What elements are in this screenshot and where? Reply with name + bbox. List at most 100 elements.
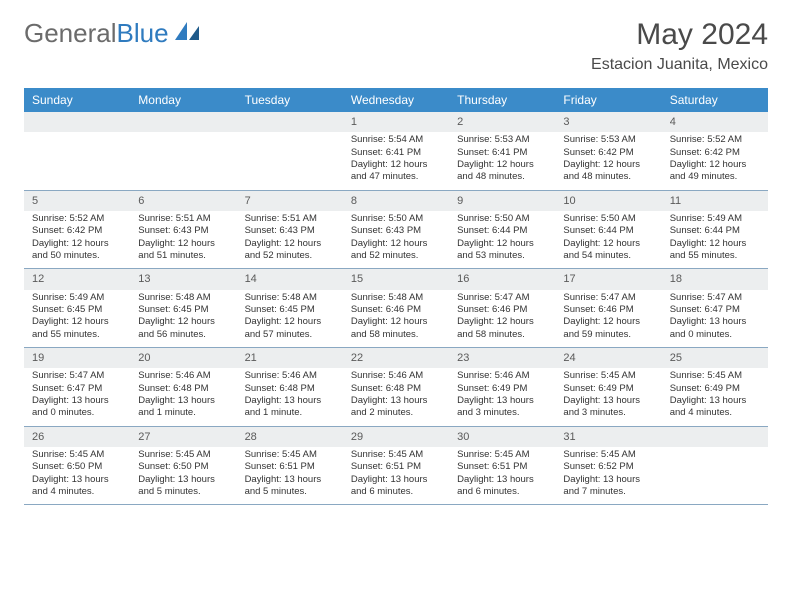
sunset-text: Sunset: 6:43 PM [245, 225, 335, 237]
sunset-text: Sunset: 6:49 PM [457, 383, 547, 395]
logo-text-blue: Blue [117, 18, 169, 49]
day-number [237, 112, 343, 132]
sunset-text: Sunset: 6:46 PM [563, 304, 653, 316]
daylight-text: Daylight: 13 hours and 1 minute. [138, 395, 228, 420]
sunrise-text: Sunrise: 5:47 AM [563, 292, 653, 304]
day-details: Sunrise: 5:45 AMSunset: 6:50 PMDaylight:… [24, 447, 130, 504]
day-number: 24 [555, 348, 661, 368]
day-number: 9 [449, 191, 555, 211]
day-number: 28 [237, 427, 343, 447]
sunset-text: Sunset: 6:45 PM [138, 304, 228, 316]
day-cell: 20Sunrise: 5:46 AMSunset: 6:48 PMDayligh… [130, 348, 236, 426]
day-number [130, 112, 236, 132]
day-cell: 29Sunrise: 5:45 AMSunset: 6:51 PMDayligh… [343, 427, 449, 505]
day-cell: 31Sunrise: 5:45 AMSunset: 6:52 PMDayligh… [555, 427, 661, 505]
day-number: 6 [130, 191, 236, 211]
sunset-text: Sunset: 6:46 PM [457, 304, 547, 316]
daylight-text: Daylight: 13 hours and 5 minutes. [245, 474, 335, 499]
sunset-text: Sunset: 6:50 PM [138, 461, 228, 473]
day-number: 8 [343, 191, 449, 211]
logo-text-gray: General [24, 18, 117, 49]
day-cell: 19Sunrise: 5:47 AMSunset: 6:47 PMDayligh… [24, 348, 130, 426]
sunset-text: Sunset: 6:49 PM [563, 383, 653, 395]
day-cell: 30Sunrise: 5:45 AMSunset: 6:51 PMDayligh… [449, 427, 555, 505]
day-details: Sunrise: 5:53 AMSunset: 6:42 PMDaylight:… [555, 132, 661, 189]
day-details: Sunrise: 5:45 AMSunset: 6:49 PMDaylight:… [662, 368, 768, 425]
day-details: Sunrise: 5:45 AMSunset: 6:49 PMDaylight:… [555, 368, 661, 425]
day-details: Sunrise: 5:45 AMSunset: 6:51 PMDaylight:… [343, 447, 449, 504]
sunrise-text: Sunrise: 5:48 AM [245, 292, 335, 304]
day-cell: 26Sunrise: 5:45 AMSunset: 6:50 PMDayligh… [24, 427, 130, 505]
sunrise-text: Sunrise: 5:45 AM [138, 449, 228, 461]
week-row: 19Sunrise: 5:47 AMSunset: 6:47 PMDayligh… [24, 348, 768, 427]
day-details: Sunrise: 5:47 AMSunset: 6:47 PMDaylight:… [24, 368, 130, 425]
day-cell: 24Sunrise: 5:45 AMSunset: 6:49 PMDayligh… [555, 348, 661, 426]
daylight-text: Daylight: 12 hours and 51 minutes. [138, 238, 228, 263]
weekday-mon: Monday [130, 88, 236, 112]
day-cell: 10Sunrise: 5:50 AMSunset: 6:44 PMDayligh… [555, 191, 661, 269]
day-number: 20 [130, 348, 236, 368]
sunset-text: Sunset: 6:45 PM [32, 304, 122, 316]
weekday-tue: Tuesday [237, 88, 343, 112]
day-details: Sunrise: 5:47 AMSunset: 6:46 PMDaylight:… [555, 290, 661, 347]
day-details: Sunrise: 5:53 AMSunset: 6:41 PMDaylight:… [449, 132, 555, 189]
sunrise-text: Sunrise: 5:45 AM [457, 449, 547, 461]
day-number: 21 [237, 348, 343, 368]
sunrise-text: Sunrise: 5:52 AM [32, 213, 122, 225]
sunset-text: Sunset: 6:44 PM [563, 225, 653, 237]
day-cell: 17Sunrise: 5:47 AMSunset: 6:46 PMDayligh… [555, 269, 661, 347]
day-cell: 3Sunrise: 5:53 AMSunset: 6:42 PMDaylight… [555, 112, 661, 190]
day-details: Sunrise: 5:46 AMSunset: 6:48 PMDaylight:… [343, 368, 449, 425]
day-cell: 13Sunrise: 5:48 AMSunset: 6:45 PMDayligh… [130, 269, 236, 347]
day-details: Sunrise: 5:45 AMSunset: 6:50 PMDaylight:… [130, 447, 236, 504]
day-cell: 7Sunrise: 5:51 AMSunset: 6:43 PMDaylight… [237, 191, 343, 269]
sunset-text: Sunset: 6:44 PM [670, 225, 760, 237]
sunrise-text: Sunrise: 5:47 AM [670, 292, 760, 304]
sunset-text: Sunset: 6:43 PM [351, 225, 441, 237]
sunrise-text: Sunrise: 5:47 AM [457, 292, 547, 304]
sunrise-text: Sunrise: 5:45 AM [351, 449, 441, 461]
day-details: Sunrise: 5:49 AMSunset: 6:44 PMDaylight:… [662, 211, 768, 268]
day-details: Sunrise: 5:52 AMSunset: 6:42 PMDaylight:… [662, 132, 768, 189]
sunrise-text: Sunrise: 5:45 AM [245, 449, 335, 461]
sunset-text: Sunset: 6:48 PM [138, 383, 228, 395]
day-cell: 1Sunrise: 5:54 AMSunset: 6:41 PMDaylight… [343, 112, 449, 190]
day-cell: 27Sunrise: 5:45 AMSunset: 6:50 PMDayligh… [130, 427, 236, 505]
daylight-text: Daylight: 13 hours and 4 minutes. [670, 395, 760, 420]
weekday-fri: Friday [555, 88, 661, 112]
sunrise-text: Sunrise: 5:53 AM [563, 134, 653, 146]
daylight-text: Daylight: 12 hours and 50 minutes. [32, 238, 122, 263]
day-number: 22 [343, 348, 449, 368]
sunrise-text: Sunrise: 5:46 AM [245, 370, 335, 382]
calendar-body: 1Sunrise: 5:54 AMSunset: 6:41 PMDaylight… [24, 112, 768, 505]
daylight-text: Daylight: 12 hours and 53 minutes. [457, 238, 547, 263]
day-details: Sunrise: 5:52 AMSunset: 6:42 PMDaylight:… [24, 211, 130, 268]
logo: GeneralBlue [24, 18, 203, 49]
sunset-text: Sunset: 6:46 PM [351, 304, 441, 316]
day-details: Sunrise: 5:49 AMSunset: 6:45 PMDaylight:… [24, 290, 130, 347]
sunset-text: Sunset: 6:47 PM [32, 383, 122, 395]
daylight-text: Daylight: 13 hours and 7 minutes. [563, 474, 653, 499]
daylight-text: Daylight: 12 hours and 52 minutes. [245, 238, 335, 263]
sunset-text: Sunset: 6:43 PM [138, 225, 228, 237]
sunrise-text: Sunrise: 5:54 AM [351, 134, 441, 146]
day-details: Sunrise: 5:47 AMSunset: 6:46 PMDaylight:… [449, 290, 555, 347]
day-number: 27 [130, 427, 236, 447]
week-row: 5Sunrise: 5:52 AMSunset: 6:42 PMDaylight… [24, 191, 768, 270]
day-number: 4 [662, 112, 768, 132]
weekday-sat: Saturday [662, 88, 768, 112]
sunrise-text: Sunrise: 5:46 AM [351, 370, 441, 382]
day-details: Sunrise: 5:50 AMSunset: 6:44 PMDaylight:… [555, 211, 661, 268]
day-details: Sunrise: 5:50 AMSunset: 6:43 PMDaylight:… [343, 211, 449, 268]
day-details: Sunrise: 5:48 AMSunset: 6:45 PMDaylight:… [237, 290, 343, 347]
sunrise-text: Sunrise: 5:48 AM [138, 292, 228, 304]
day-cell: 2Sunrise: 5:53 AMSunset: 6:41 PMDaylight… [449, 112, 555, 190]
day-number: 15 [343, 269, 449, 289]
daylight-text: Daylight: 12 hours and 56 minutes. [138, 316, 228, 341]
daylight-text: Daylight: 12 hours and 48 minutes. [563, 159, 653, 184]
daylight-text: Daylight: 12 hours and 47 minutes. [351, 159, 441, 184]
day-cell: 11Sunrise: 5:49 AMSunset: 6:44 PMDayligh… [662, 191, 768, 269]
day-cell: 8Sunrise: 5:50 AMSunset: 6:43 PMDaylight… [343, 191, 449, 269]
day-details: Sunrise: 5:48 AMSunset: 6:46 PMDaylight:… [343, 290, 449, 347]
day-number: 12 [24, 269, 130, 289]
